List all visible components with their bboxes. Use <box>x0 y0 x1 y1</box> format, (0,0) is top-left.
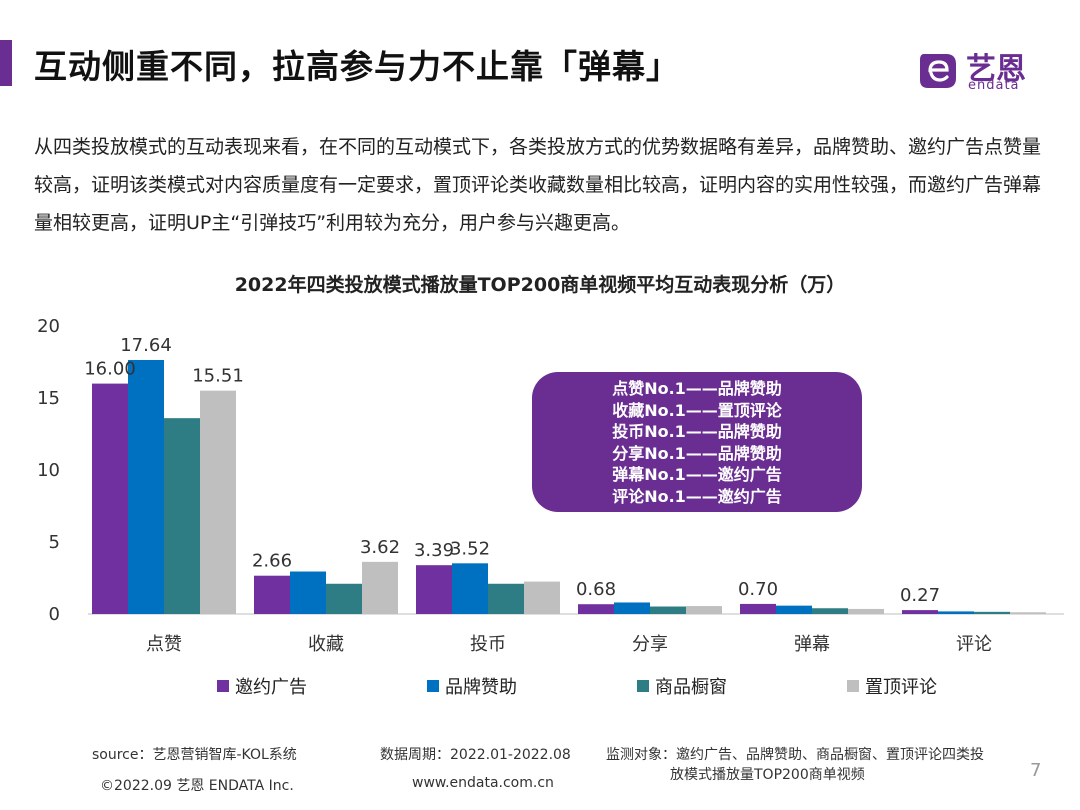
x-tick-label: 评论 <box>956 634 992 655</box>
bar-分享-置顶评论 <box>686 606 722 614</box>
data-label: 3.39 <box>414 540 454 561</box>
endata-logo: 艺恩 endata <box>916 44 1056 96</box>
data-label: 0.27 <box>900 585 940 606</box>
bar-点赞-品牌赞助 <box>128 359 164 614</box>
y-tick-label: 5 <box>49 532 60 553</box>
data-label: 3.52 <box>450 538 490 559</box>
legend-item: 置顶评论 <box>847 672 937 700</box>
x-tick-label: 弹幕 <box>794 634 830 655</box>
monitor-note-line1: 监测对象：邀约广告、品牌赞助、商品橱窗、置顶评论四类投 <box>606 747 984 763</box>
bar-评论-商品橱窗 <box>974 611 1010 614</box>
legend-label: 品牌赞助 <box>445 677 517 698</box>
intro-paragraph: 从四类投放模式的互动表现来看，在不同的互动模式下，各类投放方式的优势数据略有差异… <box>34 136 1042 234</box>
website-link[interactable]: www.endata.com.cn <box>412 775 554 791</box>
chart-title: 2022年四类投放模式播放量TOP200商单视频平均互动表现分析（万） <box>234 274 846 296</box>
callout-line: 分享No.1——品牌赞助 <box>612 443 782 463</box>
data-label: 15.51 <box>192 366 244 387</box>
y-tick-label: 10 <box>37 460 60 481</box>
ranking-callout: 点赞No.1——品牌赞助 收藏No.1——置顶评论 投币No.1——品牌赞助 分… <box>532 372 862 512</box>
bar-点赞-商品橱窗 <box>164 418 200 614</box>
x-tick-label: 点赞 <box>146 634 182 655</box>
copyright: ©2022.09 艺恩 ENDATA Inc. <box>100 778 294 794</box>
monitor-note-line2: 放模式播放量TOP200商单视频 <box>670 767 865 783</box>
x-tick-label: 投币 <box>470 634 506 655</box>
bar-弹幕-邀约广告 <box>740 603 776 614</box>
bar-chart: 0 5 10 15 20 点赞 收藏 投币 分享 弹幕 评论 16.00 17.64 15.51 2.66 3… <box>37 316 1064 655</box>
legend-swatch <box>427 680 439 692</box>
data-label: 0.68 <box>576 579 616 600</box>
legend-label: 商品橱窗 <box>655 677 727 698</box>
bar-弹幕-置顶评论 <box>848 608 884 614</box>
bar-分享-邀约广告 <box>578 604 614 614</box>
logo-name: 艺恩 <box>966 52 1026 87</box>
bar-点赞-置顶评论 <box>200 390 236 614</box>
x-tick-label: 分享 <box>632 634 668 655</box>
bar-点赞-邀约广告 <box>92 383 128 614</box>
endata-logo-icon <box>920 54 956 88</box>
chart-legend: 邀约广告 品牌赞助 商品橱窗 置顶评论 <box>0 672 1080 700</box>
data-label: 3.62 <box>360 537 400 558</box>
legend-label: 邀约广告 <box>235 677 307 698</box>
callout-line: 点赞No.1——品牌赞助 <box>612 379 782 398</box>
bar-投币-邀约广告 <box>416 565 452 614</box>
bar-收藏-邀约广告 <box>254 575 290 614</box>
bar-分享-商品橱窗 <box>650 606 686 614</box>
legend-swatch <box>217 680 229 692</box>
callout-line: 投币No.1——品牌赞助 <box>612 422 782 441</box>
bar-分享-品牌赞助 <box>614 602 650 614</box>
bar-收藏-置顶评论 <box>362 561 398 614</box>
bar-投币-商品橱窗 <box>488 583 524 614</box>
legend-item: 邀约广告 <box>217 672 307 700</box>
callout-line: 评论No.1——邀约广告 <box>612 486 782 506</box>
bar-评论-置顶评论 <box>1010 612 1046 614</box>
callout-line: 弹幕No.1——邀约广告 <box>612 465 782 484</box>
legend-swatch <box>637 680 649 692</box>
bar-弹幕-品牌赞助 <box>776 605 812 614</box>
legend-item: 商品橱窗 <box>637 672 727 700</box>
bar-评论-邀约广告 <box>902 610 938 614</box>
bar-投币-置顶评论 <box>524 581 560 614</box>
source-note: source：艺恩营销智库-KOL系统 <box>92 747 297 763</box>
logo-subtitle: endata <box>968 78 1020 93</box>
y-tick-label: 20 <box>37 316 60 337</box>
title-accent-bar <box>0 40 12 86</box>
page-number: 7 <box>1030 760 1042 781</box>
bar-收藏-商品橱窗 <box>326 583 362 614</box>
bar-弹幕-商品橱窗 <box>812 608 848 614</box>
data-period: 数据周期：2022.01-2022.08 <box>380 747 571 763</box>
legend-label: 置顶评论 <box>865 677 937 698</box>
legend-swatch <box>847 680 859 692</box>
data-label: 17.64 <box>120 335 172 356</box>
data-label: 16.00 <box>84 359 136 380</box>
data-label: 2.66 <box>252 551 292 572</box>
page-title: 互动侧重不同，拉高参与力不止靠「弹幕」 <box>34 47 680 86</box>
callout-line: 收藏No.1——置顶评论 <box>612 400 782 420</box>
legend-item: 品牌赞助 <box>427 672 517 700</box>
data-label: 0.70 <box>738 579 778 600</box>
y-tick-label: 0 <box>49 604 60 625</box>
y-tick-label: 15 <box>37 388 60 409</box>
bar-收藏-品牌赞助 <box>290 571 326 614</box>
bar-投币-品牌赞助 <box>452 563 488 614</box>
bar-评论-品牌赞助 <box>938 611 974 614</box>
x-tick-label: 收藏 <box>308 634 344 655</box>
